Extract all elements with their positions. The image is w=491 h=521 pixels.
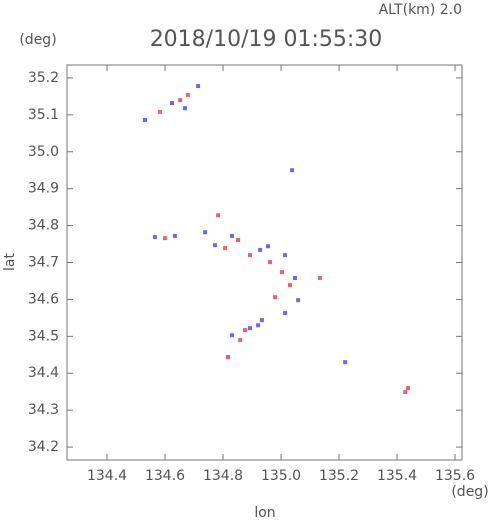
echo-point (163, 236, 168, 241)
y-tick-label: 34.7 (28, 255, 59, 271)
y-tick-label: 34.9 (28, 181, 59, 197)
echo-point (223, 246, 228, 251)
echo-point (230, 233, 235, 238)
echo-point (272, 295, 277, 300)
echo-point (283, 253, 288, 258)
x-tick-label: 134.4 (87, 468, 127, 484)
x-tick-label: 135.0 (261, 468, 301, 484)
echo-point (236, 237, 241, 242)
y-tick-label: 34.5 (28, 328, 59, 344)
echo-point (230, 333, 235, 338)
x-axis-label: lon (254, 505, 275, 521)
echo-point (279, 270, 284, 275)
echo-point (403, 390, 408, 395)
y-tick-label: 34.2 (28, 439, 59, 455)
echo-point (258, 247, 263, 252)
y-tick-label: 34.6 (28, 291, 59, 307)
y-axis-label: lat (2, 253, 18, 271)
echo-point (183, 106, 188, 111)
echo-point (203, 230, 208, 235)
echo-point (256, 323, 261, 328)
y-tick-label: 35.1 (28, 107, 59, 123)
echo-point (259, 318, 264, 323)
x-tick-label: 135.4 (377, 468, 417, 484)
echo-point (158, 109, 163, 114)
y-tick-label: 35.0 (28, 144, 59, 160)
echo-point (185, 92, 190, 97)
y-tick-label: 34.3 (28, 402, 59, 418)
echo-point (152, 235, 157, 240)
echo-point (290, 168, 295, 173)
plot-frame (66, 64, 463, 461)
x-tick-label: 134.6 (145, 468, 185, 484)
echo-point (238, 338, 243, 343)
y-tick-label: 35.2 (28, 70, 59, 86)
chart-title: 2018/10/19 01:55:30 (150, 27, 383, 52)
echo-point (296, 298, 301, 303)
y-unit: (deg) (19, 32, 56, 48)
echo-point (406, 386, 411, 391)
echo-point (243, 328, 248, 333)
echo-point (317, 276, 322, 281)
echo-point (212, 243, 217, 248)
echo-point (169, 101, 174, 106)
x-unit: (deg) (451, 484, 488, 500)
echo-point (143, 118, 148, 123)
echo-point (247, 253, 252, 258)
echo-point (247, 326, 252, 331)
x-tick-label: 134.8 (203, 468, 243, 484)
echo-point (225, 355, 230, 360)
echo-point (265, 244, 270, 249)
echo-point (172, 233, 177, 238)
echo-point (178, 98, 183, 103)
echo-point (343, 360, 348, 365)
echo-point (283, 311, 288, 316)
y-tick-label: 34.4 (28, 365, 59, 381)
echo-point (292, 276, 297, 281)
annotation: ALT(km) 2.0 (379, 2, 462, 18)
x-tick-label: 135.6 (435, 468, 475, 484)
echo-point (196, 84, 201, 89)
echo-point (216, 213, 221, 218)
y-tick-label: 34.8 (28, 218, 59, 234)
echo-point (268, 260, 273, 265)
x-tick-label: 135.2 (319, 468, 359, 484)
echo-point (288, 283, 293, 288)
